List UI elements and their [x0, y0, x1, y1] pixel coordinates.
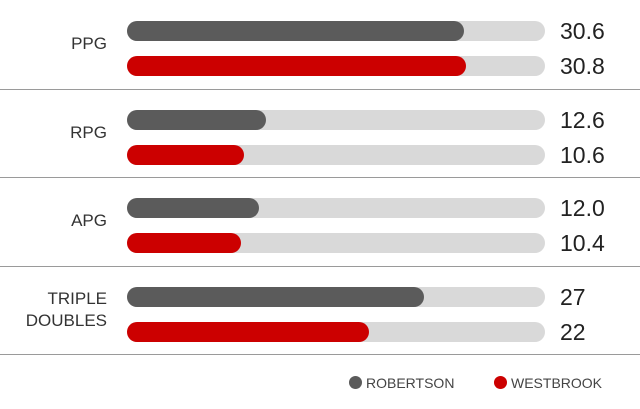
separator	[0, 266, 640, 267]
bar	[127, 109, 266, 130]
bar	[127, 321, 369, 342]
value-label: 10.4	[560, 230, 605, 256]
bar	[127, 144, 244, 165]
category-label: APG	[71, 211, 107, 230]
value-label: 30.8	[560, 53, 605, 79]
bar	[127, 56, 466, 76]
bar	[127, 233, 242, 253]
value-label: 12.6	[560, 106, 605, 133]
bar	[127, 198, 259, 218]
separator	[0, 354, 640, 355]
category-label: RPG	[70, 122, 107, 142]
value-label: 27	[560, 283, 586, 310]
legend-label: WESTBROOK	[511, 375, 603, 391]
value-label: 30.6	[560, 18, 605, 44]
category-label: TRIPLE DOUBLES	[25, 288, 107, 330]
legend-swatch	[349, 376, 362, 389]
separator	[0, 89, 640, 90]
bar	[127, 286, 424, 307]
value-label: 12.0	[560, 195, 605, 221]
value-label: 22	[560, 318, 586, 345]
legend-label: ROBERTSON	[366, 375, 455, 391]
bar	[127, 21, 464, 41]
category-label: PPG	[71, 34, 107, 53]
legend-swatch	[494, 376, 507, 389]
separator	[0, 177, 640, 178]
value-label: 10.6	[560, 141, 605, 168]
